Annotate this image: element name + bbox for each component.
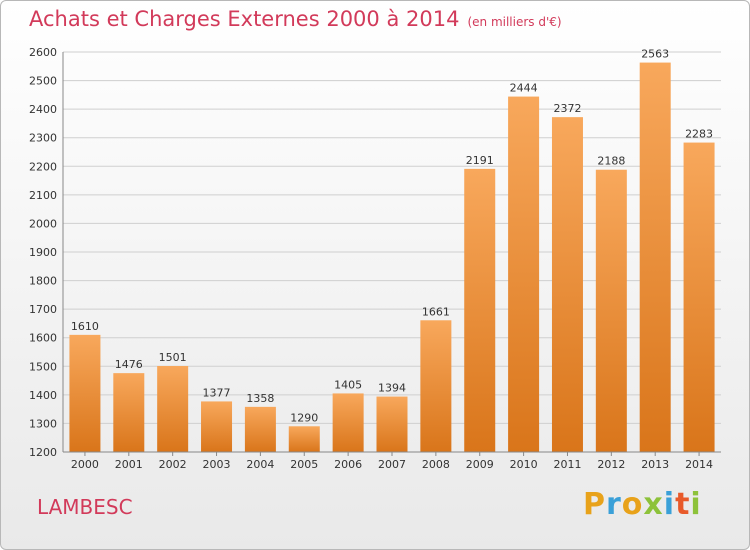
bar-2009 <box>464 168 496 452</box>
bar-2013 <box>639 62 671 452</box>
proxiti-logo: Proxiti <box>583 487 702 522</box>
y-tick-label: 1400 <box>29 389 57 402</box>
y-tick-label: 2100 <box>29 189 57 202</box>
bar-2002 <box>157 366 189 452</box>
bar-2010 <box>508 96 540 453</box>
x-tick-label: 2014 <box>685 458 713 471</box>
chart-subtitle: (en milliers d'€) <box>467 15 562 29</box>
bar-2014 <box>683 142 715 453</box>
bar-2007 <box>376 396 408 452</box>
x-tick-label: 2000 <box>71 458 99 471</box>
data-label-2009: 2191 <box>466 154 494 167</box>
x-tick-label: 2005 <box>290 458 318 471</box>
chart-title-text: Achats et Charges Externes 2000 à 2014 <box>29 7 460 31</box>
x-tick-label: 2002 <box>159 458 187 471</box>
bar-2004 <box>244 406 276 452</box>
y-tick-label: 2400 <box>29 103 57 116</box>
data-label-2013: 2563 <box>641 48 669 61</box>
data-label-2003: 1377 <box>203 386 231 399</box>
data-label-2007: 1394 <box>378 382 406 395</box>
data-label-2006: 1405 <box>334 378 362 391</box>
x-tick-label: 2006 <box>334 458 362 471</box>
y-tick-label: 1800 <box>29 275 57 288</box>
data-label-2010: 2444 <box>510 82 538 95</box>
bar-2003 <box>201 401 233 452</box>
data-label-2004: 1358 <box>246 392 274 405</box>
x-tick-label: 2004 <box>246 458 274 471</box>
axes: 1200 1300 1400 1500 1600 1700 1800 1900 2000 2100… <box>29 46 721 471</box>
bar-2008 <box>420 320 452 452</box>
y-tick-label: 1300 <box>29 417 57 430</box>
x-tick-label: 2013 <box>641 458 669 471</box>
x-tick-label: 2009 <box>466 458 494 471</box>
bar-2000 <box>69 334 101 452</box>
y-tick-label: 1600 <box>29 332 57 345</box>
bars: 1610 1476 1501 1377 1358 1290 1405 1394 1661 2191… <box>69 48 715 453</box>
y-tick-label: 2500 <box>29 75 57 88</box>
y-tick-label: 2000 <box>29 217 57 230</box>
x-tick-label: 2001 <box>115 458 143 471</box>
y-tick-label: 1700 <box>29 303 57 316</box>
bar-2001 <box>113 373 145 452</box>
commune-name: LAMBESC <box>37 495 133 519</box>
bar-2005 <box>288 426 320 452</box>
data-label-2005: 1290 <box>290 411 318 424</box>
data-label-2014: 2283 <box>685 128 713 141</box>
x-tick-label: 2010 <box>510 458 538 471</box>
y-tick-label: 1200 <box>29 446 57 459</box>
data-label-2012: 2188 <box>597 155 625 168</box>
x-tick-label: 2011 <box>553 458 581 471</box>
data-label-2002: 1501 <box>159 351 187 364</box>
chart-title: Achats et Charges Externes 2000 à 2014 (e… <box>29 7 562 31</box>
x-tick-label: 2007 <box>378 458 406 471</box>
y-tick-label: 2200 <box>29 160 57 173</box>
y-tick-label: 1500 <box>29 360 57 373</box>
bar-2006 <box>332 393 364 452</box>
data-label-2001: 1476 <box>115 358 143 371</box>
bar-2011 <box>551 117 583 453</box>
x-tick-label: 2003 <box>203 458 231 471</box>
data-label-2008: 1661 <box>422 305 450 318</box>
bar-2012 <box>595 169 627 452</box>
y-tick-label: 2600 <box>29 46 57 59</box>
y-tick-label: 1900 <box>29 246 57 259</box>
data-label-2000: 1610 <box>71 320 99 333</box>
y-tick-label: 2300 <box>29 132 57 145</box>
data-label-2011: 2372 <box>553 102 581 115</box>
x-tick-label: 2012 <box>597 458 625 471</box>
x-tick-label: 2008 <box>422 458 450 471</box>
